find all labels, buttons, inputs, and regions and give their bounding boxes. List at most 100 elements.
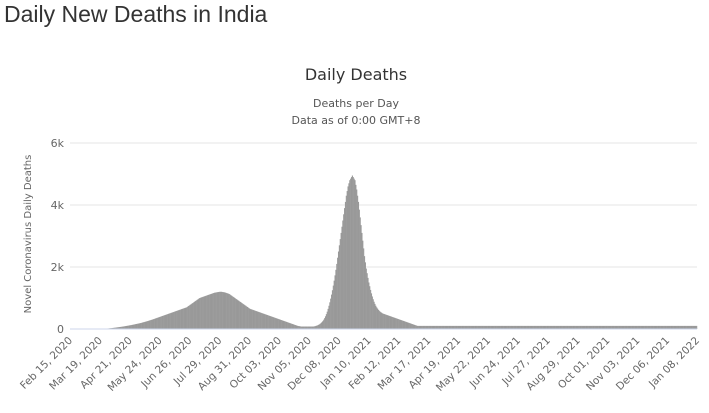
- bar: [122, 326, 125, 329]
- bar: [326, 311, 328, 329]
- bar: [374, 303, 376, 329]
- bar: [343, 214, 345, 329]
- bar: [448, 325, 450, 329]
- bar: [594, 325, 596, 329]
- bar: [484, 325, 486, 329]
- bar: [153, 319, 155, 329]
- bar: [425, 325, 427, 329]
- bar: [112, 327, 114, 329]
- bar: [200, 297, 202, 329]
- bar: [541, 325, 543, 329]
- bar: [209, 294, 211, 329]
- bar: [622, 325, 624, 329]
- bar: [488, 325, 490, 329]
- bar: [376, 307, 378, 329]
- bar: [310, 326, 312, 329]
- bar: [194, 301, 196, 329]
- bar: [279, 319, 281, 329]
- bar: [318, 324, 320, 329]
- bar: [119, 326, 121, 329]
- bar: [392, 317, 394, 329]
- bar: [442, 325, 445, 329]
- bar: [184, 307, 186, 329]
- bar: [154, 318, 157, 329]
- bar: [384, 314, 386, 329]
- bar: [640, 325, 642, 329]
- bar: [334, 275, 336, 329]
- bar: [311, 326, 314, 329]
- bar: [664, 325, 666, 329]
- bar: [295, 325, 297, 329]
- bar: [631, 325, 633, 329]
- bar: [370, 289, 372, 329]
- bar: [358, 209, 360, 329]
- bar: [573, 325, 575, 329]
- bar: [643, 325, 645, 329]
- bar: [145, 321, 147, 329]
- bar: [366, 273, 368, 329]
- bar: [314, 326, 316, 329]
- bar: [675, 325, 677, 329]
- bar: [344, 201, 347, 329]
- bar: [455, 325, 457, 329]
- bar: [399, 319, 401, 329]
- bar: [174, 311, 176, 329]
- bar: [237, 300, 239, 329]
- bar: [606, 325, 608, 329]
- bar: [179, 309, 181, 329]
- bar: [269, 315, 271, 329]
- bar: [434, 325, 436, 329]
- bar: [190, 304, 192, 329]
- bar: [286, 322, 288, 329]
- bar: [429, 325, 432, 329]
- bar: [532, 325, 534, 329]
- bar: [656, 325, 658, 329]
- bar: [175, 311, 177, 329]
- bar: [226, 293, 228, 329]
- bar: [233, 297, 235, 329]
- bar: [685, 325, 687, 329]
- bar: [118, 327, 120, 329]
- bar: [246, 306, 249, 329]
- bar: [135, 323, 138, 329]
- bar: [191, 303, 193, 329]
- bar: [137, 323, 139, 329]
- bar: [345, 195, 347, 329]
- bar: [113, 327, 115, 329]
- bar: [122, 326, 124, 329]
- bar: [584, 325, 586, 329]
- bar: [592, 325, 595, 329]
- bar: [452, 325, 454, 329]
- bar: [683, 325, 686, 329]
- bar: [331, 294, 333, 329]
- bar: [459, 325, 461, 329]
- bar: [570, 325, 572, 329]
- bar: [126, 325, 128, 329]
- bar: [665, 325, 667, 329]
- bar: [363, 248, 365, 329]
- bar: [123, 326, 125, 329]
- bar: [630, 325, 632, 329]
- bar: [207, 295, 209, 329]
- bar: [530, 325, 532, 329]
- bar: [440, 325, 442, 329]
- bar: [470, 325, 472, 329]
- bar: [498, 325, 500, 329]
- bar: [301, 326, 303, 329]
- bar: [315, 325, 317, 329]
- bar: [169, 313, 171, 329]
- bar: [166, 314, 168, 329]
- bar: [397, 319, 399, 329]
- bar: [174, 311, 177, 329]
- bar: [125, 326, 127, 329]
- bar: [194, 301, 196, 329]
- bar: [646, 325, 648, 329]
- bar: [458, 325, 460, 329]
- bar: [422, 325, 425, 329]
- bar: [559, 325, 561, 329]
- bar: [149, 320, 151, 329]
- bar: [540, 325, 542, 329]
- bar: [481, 325, 483, 329]
- bar: [605, 325, 607, 329]
- bar: [528, 325, 530, 329]
